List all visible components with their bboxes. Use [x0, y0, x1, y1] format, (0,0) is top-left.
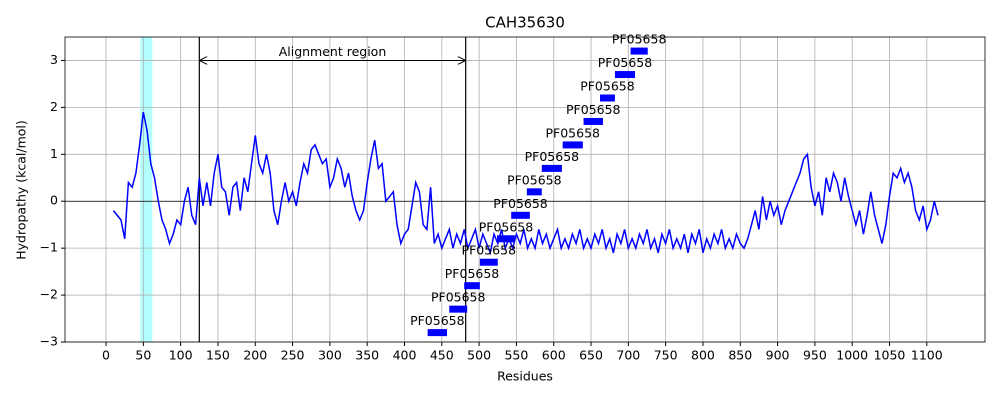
domain-label: PF05658: [431, 290, 486, 305]
x-tick-label: 700: [616, 348, 640, 363]
x-tick-label: 900: [766, 348, 790, 363]
domain-bar: [630, 47, 648, 55]
hydropathy-line: [112, 111, 939, 256]
x-tick-label: 500: [467, 348, 491, 363]
domain-bar: [526, 188, 542, 196]
domain-bar: [562, 141, 583, 149]
annotation: Alignment region: [279, 44, 387, 59]
domain-bar: [511, 211, 530, 219]
x-tick-label: 1000: [836, 348, 868, 363]
domain-bar: [449, 305, 468, 313]
x-tick-label: 750: [654, 348, 678, 363]
x-tick-label: 550: [504, 348, 528, 363]
domain-label: PF05658: [445, 266, 500, 281]
domain-label: PF05658: [612, 32, 667, 47]
x-tick-label: 250: [281, 348, 305, 363]
domain-bar: [427, 329, 448, 337]
x-tick-label: 650: [579, 348, 603, 363]
domain-label: PF05658: [598, 55, 653, 70]
x-tick-label: 1050: [874, 348, 906, 363]
domain-label: PF05658: [566, 102, 621, 117]
y-tick-label: −2: [40, 287, 58, 302]
x-tick-label: 100: [169, 348, 193, 363]
x-tick-label: 1100: [911, 348, 943, 363]
chart-title: CAH35630: [485, 14, 565, 32]
x-tick-label: 850: [728, 348, 752, 363]
domain-label: PF05658: [410, 313, 465, 328]
y-tick-label: 1: [50, 146, 58, 161]
x-tick-label: 950: [803, 348, 827, 363]
domain-bar: [464, 282, 480, 290]
domain-label: PF05658: [493, 196, 548, 211]
y-tick-label: 0: [50, 193, 58, 208]
x-tick-label: 400: [393, 348, 417, 363]
x-tick-label: 200: [243, 348, 267, 363]
domain-bar: [541, 164, 562, 172]
domain-bar: [497, 235, 515, 243]
y-tick-label: −1: [40, 240, 58, 255]
domain-label: PF05658: [479, 219, 534, 234]
y-axis-label: Hydropathy (kcal/mol): [14, 120, 29, 260]
domain-label: PF05658: [580, 79, 635, 94]
domain-label: PF05658: [546, 125, 601, 140]
x-tick-label: 800: [691, 348, 715, 363]
x-axis-label: Residues: [497, 369, 553, 384]
domain-label: PF05658: [525, 149, 580, 164]
x-tick-label: 150: [206, 348, 230, 363]
y-tick-label: 2: [50, 99, 58, 114]
y-tick-label: 3: [50, 52, 58, 67]
x-tick-label: 300: [318, 348, 342, 363]
x-tick-label: 50: [135, 348, 151, 363]
highlight-span: [140, 37, 153, 342]
plot-frame: [64, 36, 986, 343]
x-tick-label: 450: [430, 348, 454, 363]
y-tick-label: −3: [40, 334, 58, 349]
domain-label: PF05658: [507, 172, 562, 187]
domain-bar: [583, 117, 603, 125]
domain-bar: [614, 71, 636, 79]
domain-bar: [479, 258, 498, 266]
x-tick-label: 600: [542, 348, 566, 363]
x-tick-label: 0: [102, 348, 110, 363]
domain-label: PF05658: [462, 243, 517, 258]
domain-bar: [599, 94, 615, 102]
x-tick-label: 350: [355, 348, 379, 363]
